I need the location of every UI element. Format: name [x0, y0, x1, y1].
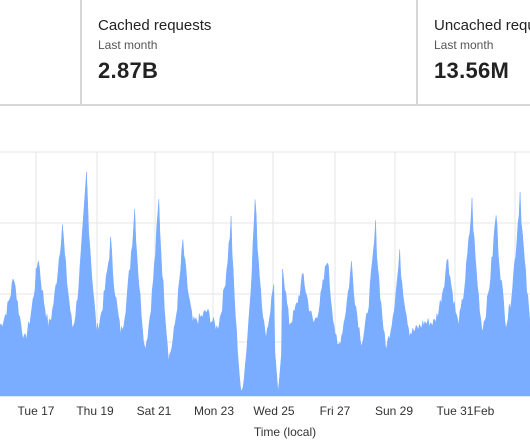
stat-period: Last month: [98, 38, 158, 52]
x-axis-label: Time (local): [254, 425, 316, 439]
x-tick-label: Sun 29: [375, 404, 413, 418]
x-axis-ticks: Tue 17 Thu 19 Sat 21 Mon 23 Wed 25 Fri 27 Sun …: [18, 404, 495, 418]
requests-area-chart[interactable]: Tue 17 Thu 19 Sat 21 Mon 23 Wed 25 Fri 27 Sun …: [0, 106, 530, 442]
x-tick-label: Tue 17: [18, 404, 55, 418]
stat-period: Last month: [434, 38, 494, 52]
x-tick-label: Thu 19: [76, 404, 114, 418]
x-tick-label: Sat 21: [137, 404, 172, 418]
stat-divider: [80, 0, 82, 104]
stat-title: Uncached reques: [434, 17, 530, 34]
x-tick-label: Feb: [474, 404, 495, 418]
stat-title: Cached requests: [98, 17, 212, 34]
x-tick-label: Tue 31: [437, 404, 474, 418]
stat-value: 13.56M: [434, 58, 510, 83]
x-tick-label: Wed 25: [253, 404, 294, 418]
stat-card-cached-requests[interactable]: Cached requests Last month 2.87B: [82, 0, 416, 104]
stats-row: Cached requests Last month 2.87B Uncache…: [0, 0, 530, 106]
stat-card-partial: [0, 0, 80, 104]
x-tick-label: Mon 23: [194, 404, 234, 418]
stat-divider: [416, 0, 418, 104]
stat-value: 2.87B: [98, 58, 159, 83]
series-area[interactable]: [0, 172, 530, 397]
x-tick-label: Fri 27: [320, 404, 351, 418]
stat-card-uncached-requests[interactable]: Uncached reques Last month 13.56M: [418, 0, 530, 104]
